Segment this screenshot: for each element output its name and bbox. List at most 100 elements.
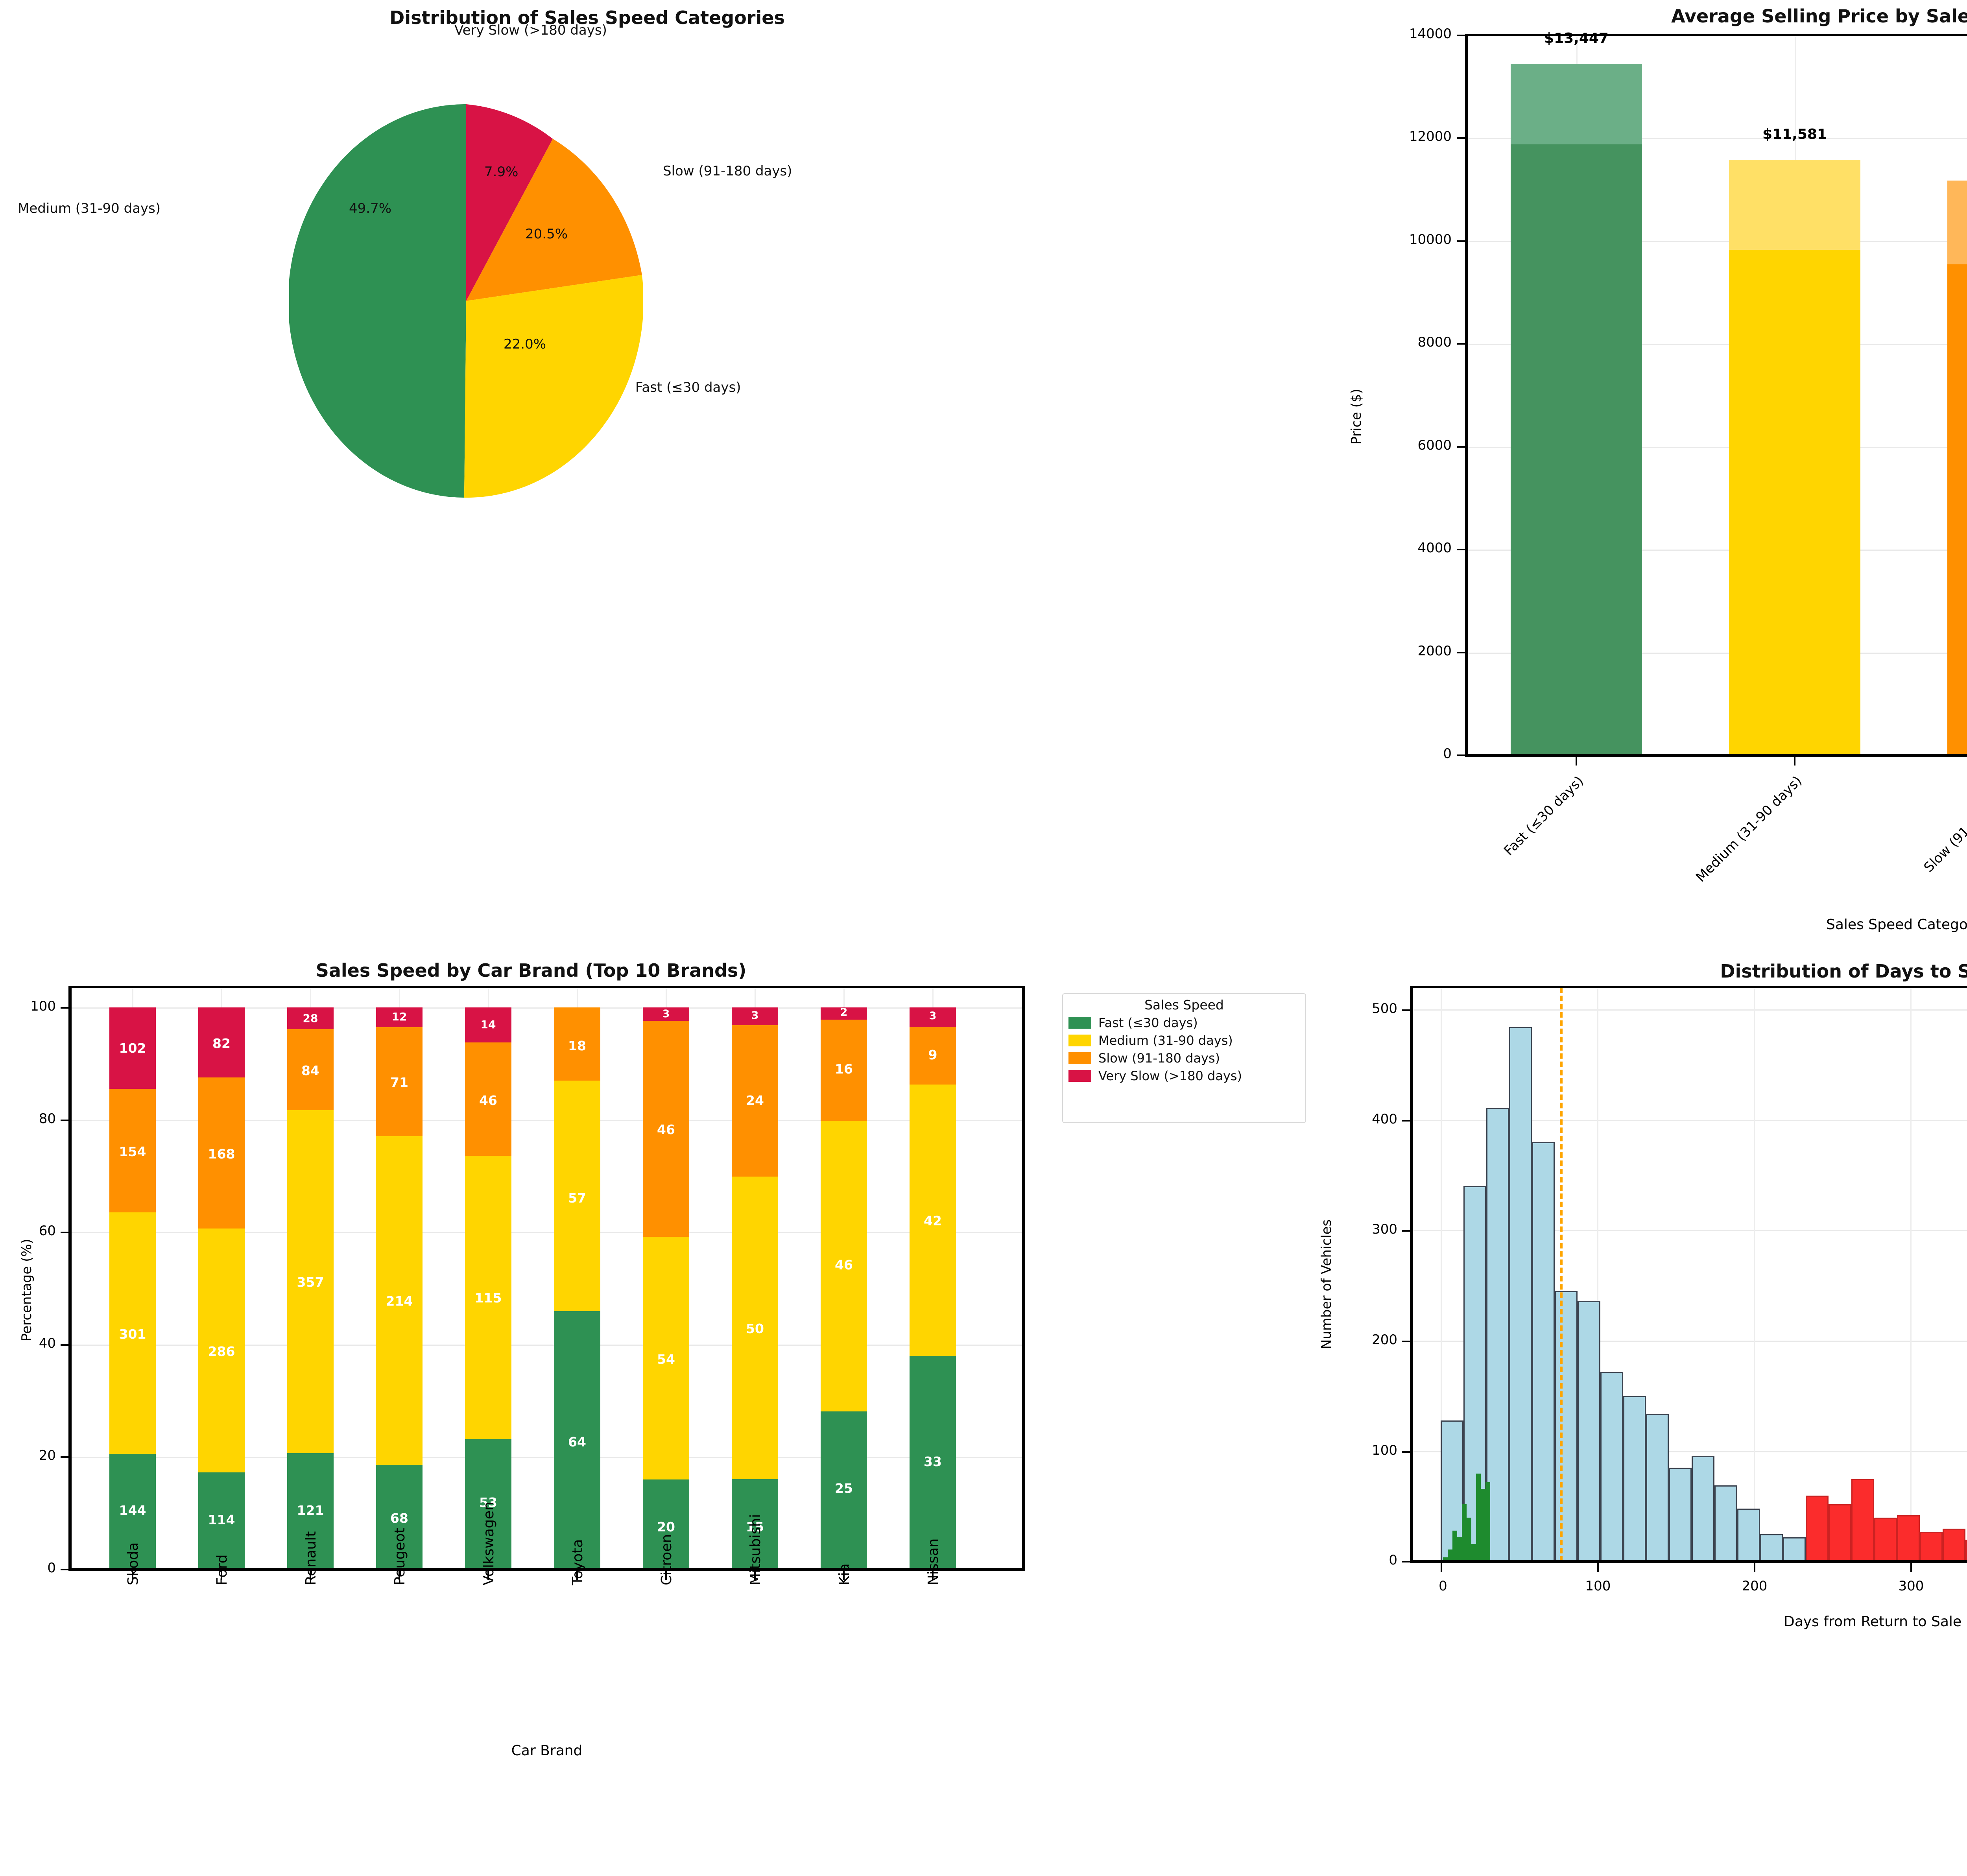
ytick [1402,1230,1411,1232]
price-plot-area: $13,447 $11,581 $11,175 $9,181 Mean Medi… [1467,30,1967,755]
stack-volkswagen-fast [465,1439,511,1570]
hist-xtick-label: 300 [1898,1578,1924,1594]
stack-renault-very-slow [287,1007,334,1029]
brand-xtick-label: Citroen [659,1534,675,1585]
segment-value: 121 [297,1503,324,1518]
segment-value: 9 [928,1047,937,1063]
gridline-v [1597,987,1598,1562]
segment-value: 71 [390,1075,408,1090]
hist-fast-bin [1481,1489,1485,1562]
xtick [399,1571,400,1580]
legend-label: Slow (91-180 days) [1098,1051,1220,1066]
hist-y-axis-title: Number of Vehicles [1319,1219,1334,1349]
price-y-axis-title: Price ($) [1349,389,1364,445]
pie-pct-medium: 49.7% [349,201,392,216]
hist-slow-bin [1920,1532,1943,1562]
segment-value: 25 [835,1481,853,1496]
pie-pct-fast: 22.0% [504,336,546,352]
ytick-label: 20 [39,1448,56,1463]
ytick-label: 200 [1372,1332,1397,1348]
stack-peugeot-slow [376,1027,423,1136]
hist-slow-bin [1874,1518,1897,1562]
stack-ford-fast [198,1472,245,1570]
stack-peugeot-very-slow [376,1007,423,1027]
stack-skoda-fast [109,1454,156,1570]
ytick-label: 0 [1389,1552,1397,1568]
hist-slow-bin [1897,1515,1920,1562]
brands-y-axis-title: Percentage (%) [19,1239,35,1341]
stack-skoda-very-slow [109,1007,156,1089]
hist-plot-area: Fast Sellers (≤30 days) Slow Sellers (≥1… [1412,987,1967,1562]
panel-days-to-sale-histogram: Distribution of Days to Sale [1310,956,1967,1876]
segment-value: 54 [657,1352,675,1367]
pie-label-fast: Fast (≤30 days) [635,380,741,395]
pie-chart: 49.7% 7.9% 20.5% 22.0% Medium (31-90 day… [18,22,792,498]
stack-ford-medium [198,1229,245,1472]
stack-nissan-medium [910,1085,956,1356]
ytick-label: 8000 [1417,334,1452,350]
ytick-label: 400 [1372,1111,1397,1127]
segment-value: 12 [391,1010,407,1023]
segment-value: 301 [119,1326,146,1342]
stack-skoda-slow [109,1089,156,1212]
segment-value: 154 [119,1144,146,1159]
brands-title: Sales Speed by Car Brand (Top 10 Brands) [316,960,747,981]
price-value-label: $11,581 [1762,126,1827,142]
ytick [61,1120,69,1121]
stack-skoda-medium [109,1212,156,1454]
segment-value: 46 [657,1122,675,1137]
xtick [1597,1563,1599,1572]
pie-label-very-slow: Very Slow (>180 days) [454,22,607,38]
price-x-axis-title: Sales Speed Category [1826,917,1967,933]
pie-svg [288,104,644,498]
segment-value: 46 [835,1257,853,1273]
stack-mitsubishi-medium [732,1177,778,1479]
gridline-h [1412,1120,1967,1121]
gridline-h [71,1120,1023,1121]
ytick [1457,754,1466,756]
hist-title: Distribution of Days to Sale [1720,961,1967,982]
pie-slice-medium [288,104,466,498]
stack-peugeot-fast [376,1465,423,1570]
ytick [61,1007,69,1009]
hist-fast-bin [1452,1531,1457,1562]
ytick-label: 100 [1372,1443,1397,1458]
hist-bin [1600,1372,1623,1562]
segment-value: 28 [303,1012,318,1025]
ytick-label: 14000 [1409,26,1452,42]
stack-kia-fast [821,1411,867,1570]
gridline-h [71,1232,1023,1233]
hist-bin [1555,1291,1578,1562]
stack-nissan-fast [910,1356,956,1570]
segment-value: 2 [840,1006,848,1018]
segment-value: 33 [924,1454,942,1469]
stack-renault-fast [287,1453,334,1570]
xtick [1794,757,1795,766]
ytick [61,1569,69,1570]
gridline-h [1467,241,1967,242]
legend-label: Fast (≤30 days) [1098,1015,1198,1030]
stack-volkswagen-slow [465,1042,511,1156]
ytick [1402,1120,1411,1122]
stack-nissan-slow [910,1027,956,1085]
pie-label-slow: Slow (91-180 days) [663,163,792,179]
ytick-label: 40 [39,1336,56,1351]
gridline-h [1467,550,1967,551]
price-value-label: $11,175 [1947,147,1967,163]
panel-price-by-speed: Average Selling Price by Sales Speed [1310,0,1967,956]
brand-xtick-label: Volkswagen [481,1502,497,1585]
ytick-label: 10000 [1409,232,1452,247]
price-axis-top [1465,34,1967,36]
pie-pct-slow: 20.5% [525,226,568,242]
hist-xtick-label: 0 [1439,1578,1447,1594]
hist-fast-bin [1467,1518,1471,1562]
gridline-h [71,1345,1023,1346]
segment-value: 82 [212,1036,231,1051]
stack-renault-slow [287,1029,334,1110]
gridline-h [1412,1451,1967,1452]
brands-axis-right [1022,986,1025,1571]
gridline-h [1467,344,1967,345]
segment-value: 84 [301,1063,319,1078]
ytick [1457,652,1466,653]
